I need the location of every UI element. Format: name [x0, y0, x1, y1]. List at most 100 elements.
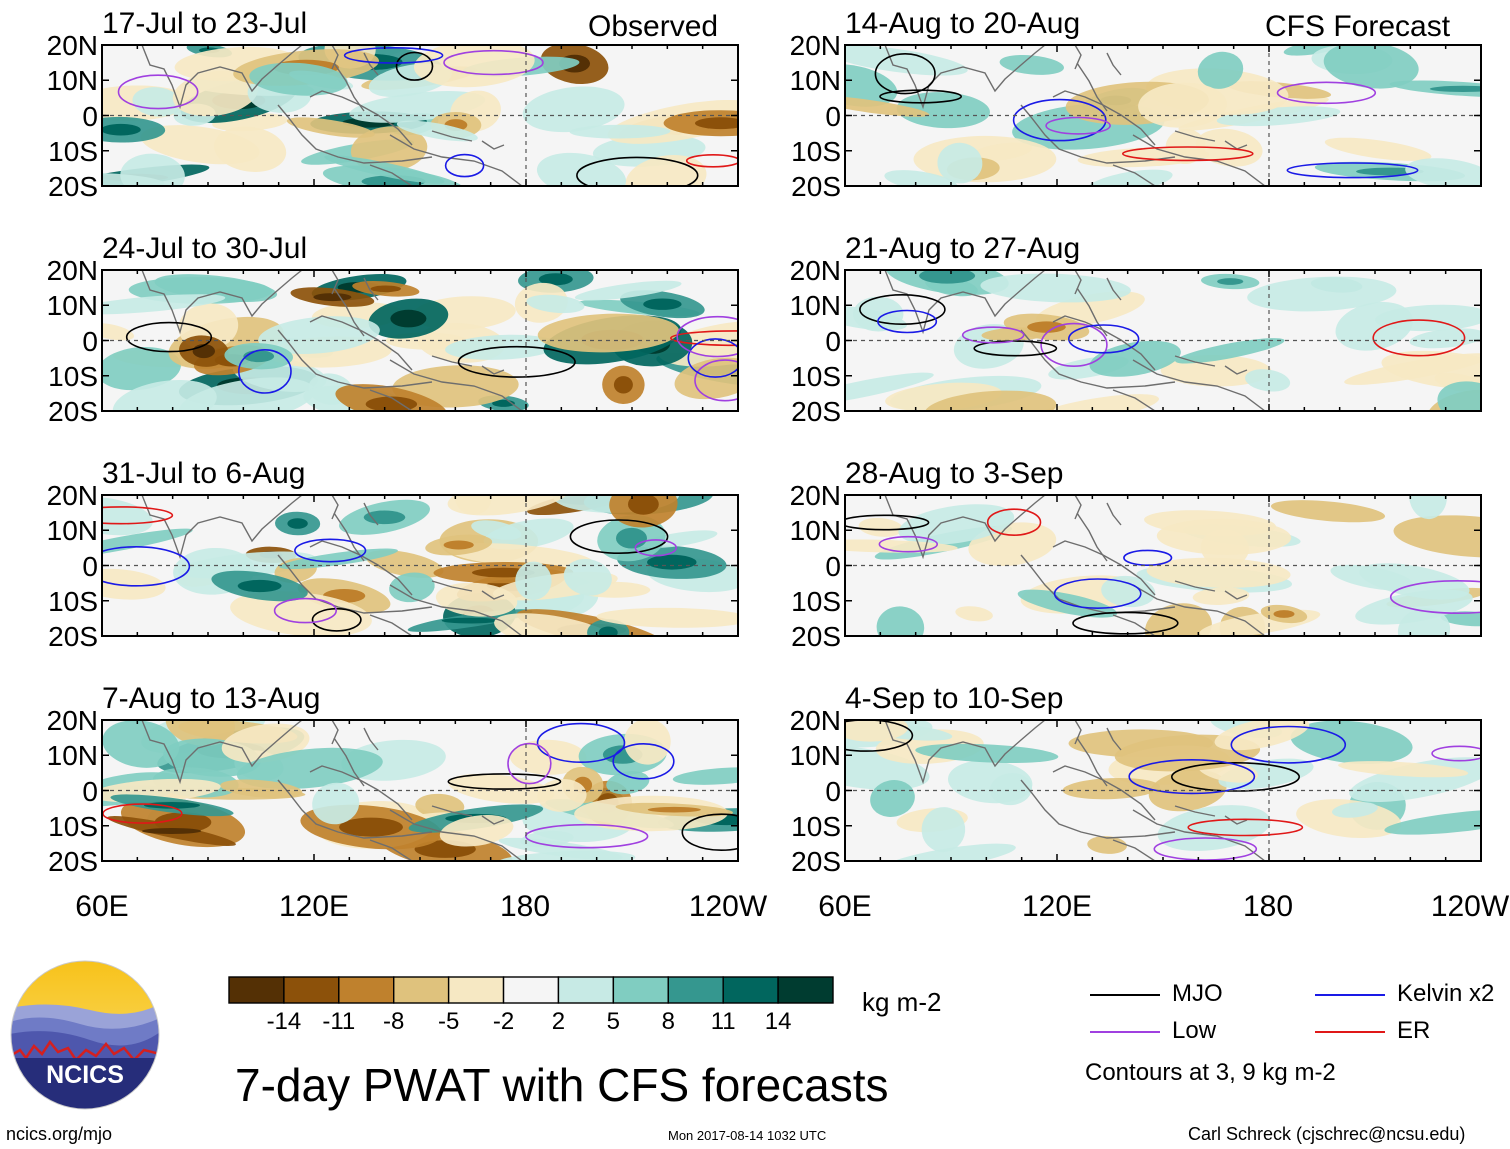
y-tick-obs-2-4: 10S: [48, 360, 98, 392]
colorbar-swatch: [777, 976, 834, 1004]
colorbar: [228, 976, 834, 1004]
y-tick-fc-2-3: 0: [825, 325, 841, 357]
panel-title-fc-4: 4-Sep to 10-Sep: [845, 682, 1064, 715]
colorbar-swatch: [393, 976, 450, 1004]
panel-title-fc-1: 14-Aug to 20-Aug: [845, 7, 1081, 40]
y-tick-obs-3-3: 0: [82, 550, 98, 582]
panel-title-obs-4: 7-Aug to 13-Aug: [102, 682, 321, 715]
y-tick-fc-1-4: 10S: [791, 135, 841, 167]
legend-label-kelvin-x2: Kelvin x2: [1397, 980, 1495, 1007]
map-panel-obs-1: [101, 44, 739, 187]
colorbar-swatch: [722, 976, 779, 1004]
legend-label-low: Low: [1172, 1017, 1217, 1044]
x-tick-right-120e: 120E: [1021, 890, 1093, 923]
colorbar-swatch: [667, 976, 724, 1004]
y-tick-fc-1-5: 20S: [791, 171, 841, 202]
map-panel-fc-3: [844, 494, 1482, 637]
y-tick-obs-3-1: 20N: [46, 480, 98, 511]
y-tick-fc-2-5: 20S: [791, 396, 841, 427]
map-panel-fc-1: [844, 44, 1482, 187]
y-tick-obs-2-3: 0: [82, 325, 98, 357]
colorbar-tick-label: 2: [551, 1008, 566, 1035]
colorbar-swatch: [447, 976, 505, 1004]
y-tick-fc-1-3: 0: [825, 100, 841, 132]
y-tick-fc-2-4: 10S: [791, 360, 841, 392]
colorbar-tick-label: -11: [322, 1008, 356, 1035]
y-tick-fc-2-1: 20N: [789, 255, 841, 286]
y-tick-fc-3-5: 20S: [791, 621, 841, 652]
x-tick-left-120e: 120E: [278, 890, 350, 923]
y-tick-fc-2-2: 10N: [789, 290, 841, 322]
ncics-logo: NCICS: [10, 960, 160, 1110]
y-tick-obs-4-4: 10S: [48, 810, 98, 842]
x-tick-left-180: 180: [499, 890, 551, 923]
y-tick-fc-4-4: 10S: [791, 810, 841, 842]
chart-title: 7-day PWAT with CFS forecasts: [235, 1059, 889, 1111]
observed-label: Observed: [588, 10, 719, 43]
contour-note: Contours at 3, 9 kg m-2: [1085, 1059, 1336, 1086]
y-tick-fc-3-3: 0: [825, 550, 841, 582]
panel-title-fc-3: 28-Aug to 3-Sep: [845, 457, 1064, 490]
panel-title-obs-3: 31-Jul to 6-Aug: [102, 457, 306, 490]
y-tick-fc-1-2: 10N: [789, 65, 841, 97]
y-tick-obs-4-5: 20S: [48, 846, 98, 877]
colorbar-swatch: [338, 976, 395, 1004]
y-tick-obs-3-5: 20S: [48, 621, 98, 652]
x-tick-right-60e: 60E: [818, 890, 872, 923]
y-tick-obs-2-1: 20N: [46, 255, 98, 286]
timestamp: Mon 2017-08-14 1032 UTC: [668, 1128, 827, 1143]
map-panel-obs-2: [101, 269, 739, 412]
colorbar-tick-label: -8: [383, 1008, 405, 1035]
colorbar-swatch: [228, 976, 285, 1004]
y-tick-obs-4-2: 10N: [46, 740, 98, 772]
y-tick-obs-4-3: 0: [82, 775, 98, 807]
x-tick-left-60e: 60E: [75, 890, 129, 923]
legend-label-er: ER: [1397, 1017, 1431, 1044]
panel-title-obs-1: 17-Jul to 23-Jul: [102, 7, 308, 40]
y-tick-fc-1-1: 20N: [789, 30, 841, 61]
y-tick-fc-4-5: 20S: [791, 846, 841, 877]
y-tick-obs-1-2: 10N: [46, 65, 98, 97]
y-tick-obs-1-1: 20N: [46, 30, 98, 61]
x-tick-left-120w: 120W: [688, 890, 768, 923]
y-tick-fc-3-2: 10N: [789, 515, 841, 547]
forecast-label: CFS Forecast: [1265, 10, 1451, 43]
y-tick-fc-3-1: 20N: [789, 480, 841, 511]
y-tick-fc-4-2: 10N: [789, 740, 841, 772]
y-tick-obs-2-5: 20S: [48, 396, 98, 427]
legend-line-mjo: [1090, 994, 1160, 996]
colorbar-swatch: [612, 976, 669, 1004]
x-tick-right-180: 180: [1242, 890, 1294, 923]
units-label: kg m-2: [862, 987, 942, 1017]
y-tick-obs-2-2: 10N: [46, 290, 98, 322]
colorbar-tick-label: -5: [437, 1008, 460, 1035]
colorbar-tick-label: -14: [266, 1008, 302, 1035]
legend-label-mjo: MJO: [1172, 980, 1223, 1007]
y-tick-obs-1-5: 20S: [48, 171, 98, 202]
y-tick-obs-4-1: 20N: [46, 705, 98, 736]
colorbar-swatch: [502, 976, 560, 1004]
map-panel-fc-4: [844, 719, 1482, 862]
y-tick-obs-3-2: 10N: [46, 515, 98, 547]
x-tick-right-120w: 120W: [1430, 890, 1510, 923]
y-tick-obs-1-3: 0: [82, 100, 98, 132]
legend-line-er: [1315, 1031, 1385, 1033]
map-panel-obs-4: [101, 719, 739, 862]
panel-title-fc-2: 21-Aug to 27-Aug: [845, 232, 1081, 265]
website-link[interactable]: ncics.org/mjo: [6, 1124, 113, 1144]
colorbar-tick-label: 5: [606, 1008, 621, 1035]
colorbar-tick-label: -2: [492, 1008, 515, 1035]
y-tick-fc-4-3: 0: [825, 775, 841, 807]
colorbar-tick-label: 11: [710, 1008, 736, 1035]
y-tick-obs-1-4: 10S: [48, 135, 98, 167]
map-panel-obs-3: [101, 494, 739, 637]
y-tick-obs-3-4: 10S: [48, 585, 98, 617]
colorbar-tick-label: 14: [764, 1008, 792, 1035]
colorbar-tick-label: 8: [661, 1008, 675, 1035]
legend-line-kelvin-x2: [1315, 994, 1385, 996]
logo-text: NCICS: [46, 1061, 124, 1089]
y-tick-fc-3-4: 10S: [791, 585, 841, 617]
map-panel-fc-2: [844, 269, 1482, 412]
colorbar-swatch: [283, 976, 340, 1004]
legend-line-low: [1090, 1031, 1160, 1033]
